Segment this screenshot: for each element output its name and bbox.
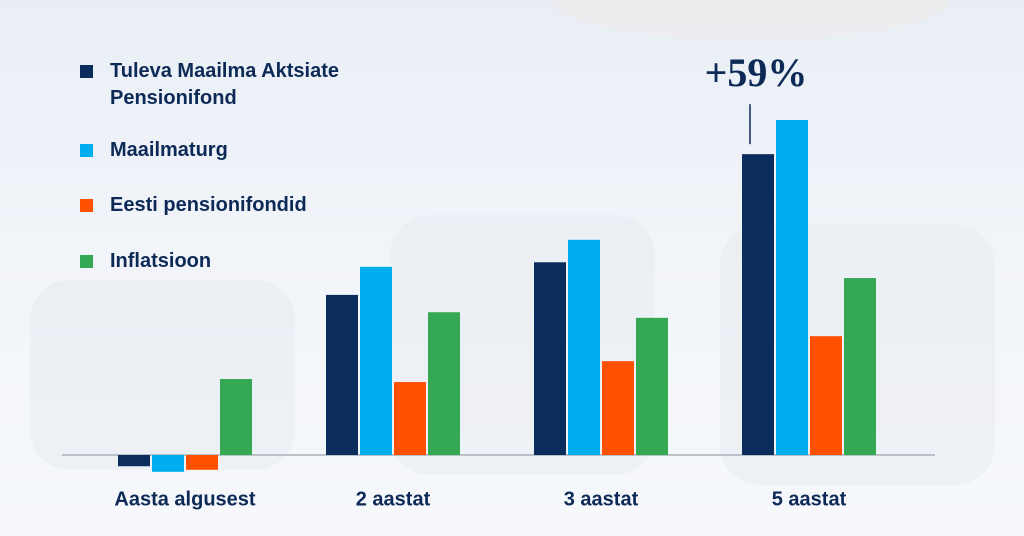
bar [326,294,358,455]
bar [844,278,876,455]
bar [534,262,566,455]
legend-swatch [80,144,93,157]
legend-item: Tuleva Maailma Aktsiate Pensionifond [80,58,350,112]
bar [118,455,150,467]
legend-swatch [80,255,93,268]
legend-item: Maailmaturg [80,137,350,164]
x-tick-label: Aasta algusest [114,488,256,510]
bar [602,361,634,455]
legend-label: Maailmaturg [110,139,228,161]
bar [776,120,808,455]
legend-label: Eesti pensionifondid [110,194,307,216]
legend-label: Inflatsioon [110,250,212,272]
bar [428,312,460,455]
bar [636,317,668,455]
bar [360,266,392,455]
x-tick-label: 2 aastat [356,488,431,510]
bar [742,154,774,456]
x-tick-label: 5 aastat [772,488,847,510]
bar [152,455,184,472]
bar [568,239,600,455]
legend-label: Tuleva Maailma Aktsiate Pensionifond [110,60,339,109]
x-tick-label: 3 aastat [564,488,639,510]
bar [394,382,426,455]
bar [220,379,252,455]
legend-item: Eesti pensionifondid [80,192,350,219]
bar [810,336,842,455]
legend-swatch [80,199,93,212]
legend-item: Inflatsioon [80,248,350,275]
legend-swatch [80,65,93,78]
value-label: +59% [705,50,808,95]
bar [186,455,218,470]
